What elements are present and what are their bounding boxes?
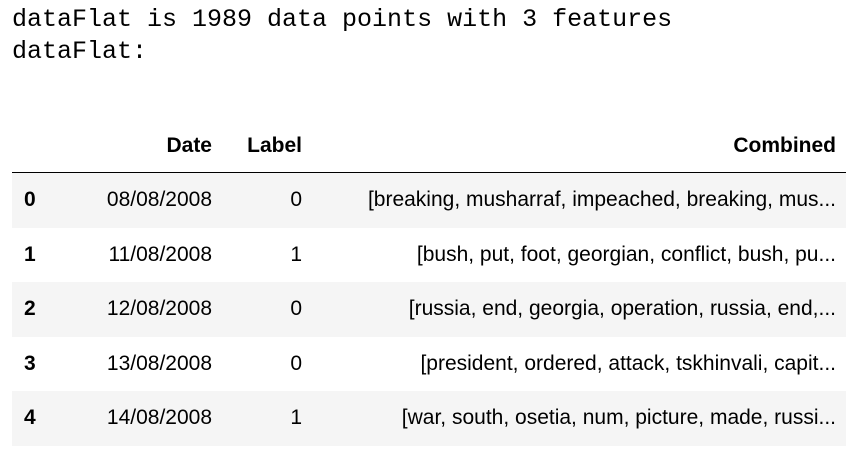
- cell-combined: [president, ordered, attack, tskhinvali,…: [420, 351, 836, 375]
- row-index: 4: [24, 406, 36, 430]
- cell-combined: [russia, end, georgia, operation, russia…: [408, 297, 836, 321]
- cell-date: 11/08/2008: [108, 242, 212, 266]
- output-line-summary: dataFlat is 1989 data points with 3 feat…: [12, 5, 673, 34]
- header-row: Date Label Combined: [12, 120, 846, 173]
- cell-date: 14/08/2008: [106, 406, 212, 430]
- dataframe-table: Date Label Combined 0 08/08/2008 0 [brea…: [12, 120, 846, 446]
- table-row: 4 14/08/2008 1 [war, south, osetia, num,…: [12, 391, 846, 446]
- cell-combined: [bush, put, foot, georgian, conflict, bu…: [416, 242, 836, 266]
- table-row: 0 08/08/2008 0 [breaking, musharraf, imp…: [12, 172, 846, 228]
- cell-date: 08/08/2008: [106, 188, 212, 212]
- table-row: 3 13/08/2008 0 [president, ordered, atta…: [12, 337, 846, 392]
- table-header: Date Label Combined: [12, 120, 846, 173]
- table-row: 2 12/08/2008 0 [russia, end, georgia, op…: [12, 282, 846, 337]
- cell-output-text: dataFlat is 1989 data points with 3 feat…: [12, 4, 672, 68]
- cell-combined: [breaking, musharraf, impeached, breakin…: [367, 188, 836, 212]
- cell-label: 1: [290, 242, 302, 266]
- cell-label: 1: [290, 406, 302, 430]
- row-index: 2: [24, 297, 36, 321]
- header-combined: Combined: [312, 120, 846, 173]
- table-row: 1 11/08/2008 1 [bush, put, foot, georgia…: [12, 228, 846, 283]
- cell-label: 0: [290, 188, 302, 212]
- header-date: Date: [62, 120, 222, 173]
- output-line-dataframe-name: dataFlat:: [12, 37, 148, 66]
- header-index: [12, 120, 62, 173]
- row-index: 3: [24, 351, 36, 375]
- cell-combined: [war, south, osetia, num, picture, made,…: [401, 406, 836, 430]
- header-label: Label: [222, 120, 312, 173]
- cell-date: 12/08/2008: [106, 297, 212, 321]
- row-index: 0: [24, 188, 36, 212]
- row-index: 1: [24, 242, 36, 266]
- table-body: 0 08/08/2008 0 [breaking, musharraf, imp…: [12, 172, 846, 446]
- cell-label: 0: [290, 297, 302, 321]
- cell-date: 13/08/2008: [106, 351, 212, 375]
- cell-label: 0: [290, 351, 302, 375]
